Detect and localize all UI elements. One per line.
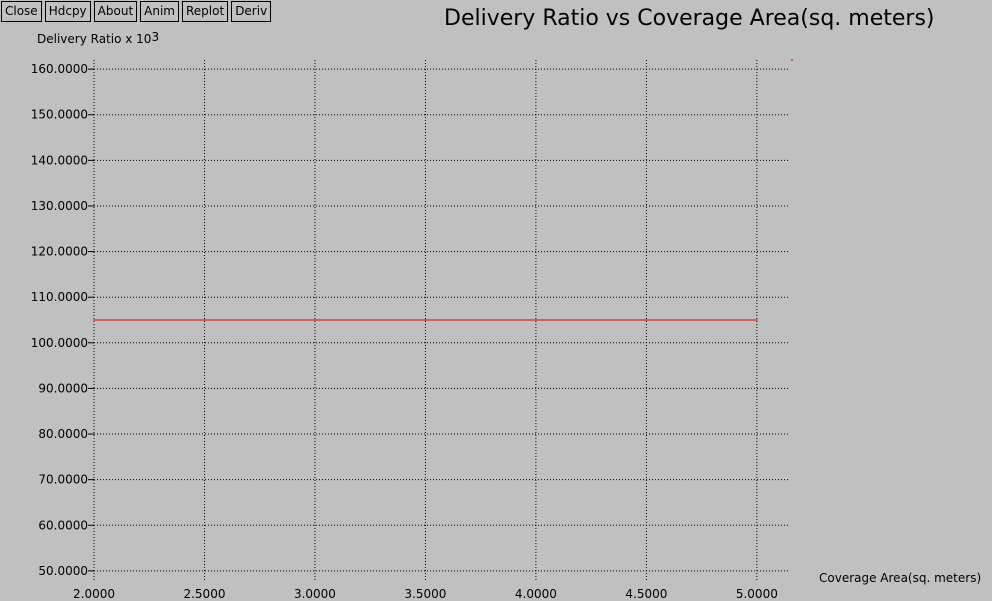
y-tick-label: 60.0000 [38,518,88,532]
y-axis-label-exponent: 3 [151,30,160,44]
x-tick-label: 4.0000 [515,587,557,601]
y-tick-label: 110.0000 [31,290,88,304]
y-tick-label: 150.0000 [31,108,88,122]
x-tick-label: 4.5000 [625,587,667,601]
y-tick-label: 90.0000 [38,381,88,395]
data-point [314,319,316,321]
y-tick-label: 120.0000 [31,245,88,259]
x-tick-label: 2.0000 [73,587,115,601]
about-button[interactable]: About [93,1,138,22]
x-tick-label: 5.0000 [736,587,778,601]
data-point [424,319,427,321]
y-tick-label: 100.0000 [31,336,88,350]
toolbar: Close Hdcpy About Anim Replot Deriv [1,1,272,22]
y-tick-label: 80.0000 [38,427,88,441]
data-point [756,319,758,321]
y-tick-label: 160.0000 [31,62,88,76]
x-tick-label: 3.0000 [294,587,336,601]
y-tick-label: 50.0000 [38,564,88,578]
x-axis-label: Coverage Area(sq. meters) [819,571,982,585]
data-point [645,319,647,321]
x-tick-label: 3.5000 [404,587,446,601]
deriv-button[interactable]: Deriv [231,1,272,22]
hdcpy-button[interactable]: Hdcpy [44,1,91,22]
y-tick-label: 70.0000 [38,473,88,487]
y-axis-label-text: Delivery Ratio x 10 [37,32,152,46]
anim-button[interactable]: Anim [140,1,179,22]
data-point [93,319,95,321]
data-point [535,319,537,321]
y-tick-label: 140.0000 [31,153,88,167]
chart-title: Delivery Ratio vs Coverage Area(sq. mete… [444,6,935,31]
close-button[interactable]: Close [1,1,42,22]
y-axis-label: Delivery Ratio x 103 [37,30,160,46]
replot-button[interactable]: Replot [182,1,229,22]
data-point [203,319,206,321]
y-tick-label: 130.0000 [31,199,88,213]
x-tick-label: 2.5000 [183,587,225,601]
